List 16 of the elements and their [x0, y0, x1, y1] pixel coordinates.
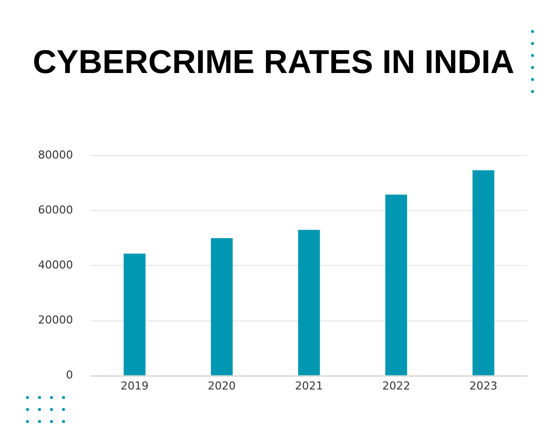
x-tick-label: 2022 [382, 379, 410, 392]
bar [385, 194, 408, 376]
x-tick-label: 2020 [208, 379, 236, 392]
y-tick-label: 60000 [38, 204, 73, 217]
x-tick-label: 2021 [294, 379, 323, 392]
bar [298, 230, 320, 376]
x-tick-label: 2023 [469, 379, 498, 392]
y-tick-label: 20000 [38, 314, 73, 327]
x-tick-label: 2019 [120, 379, 149, 392]
bar [210, 238, 233, 376]
chart-title: CYBERCRIME RATES IN INDIA [32, 42, 514, 80]
y-tick-label: 0 [66, 368, 73, 382]
y-tick-label: 40000 [38, 258, 73, 272]
bar [472, 170, 494, 376]
y-tick-label: 80000 [38, 148, 73, 162]
bar [124, 254, 146, 376]
